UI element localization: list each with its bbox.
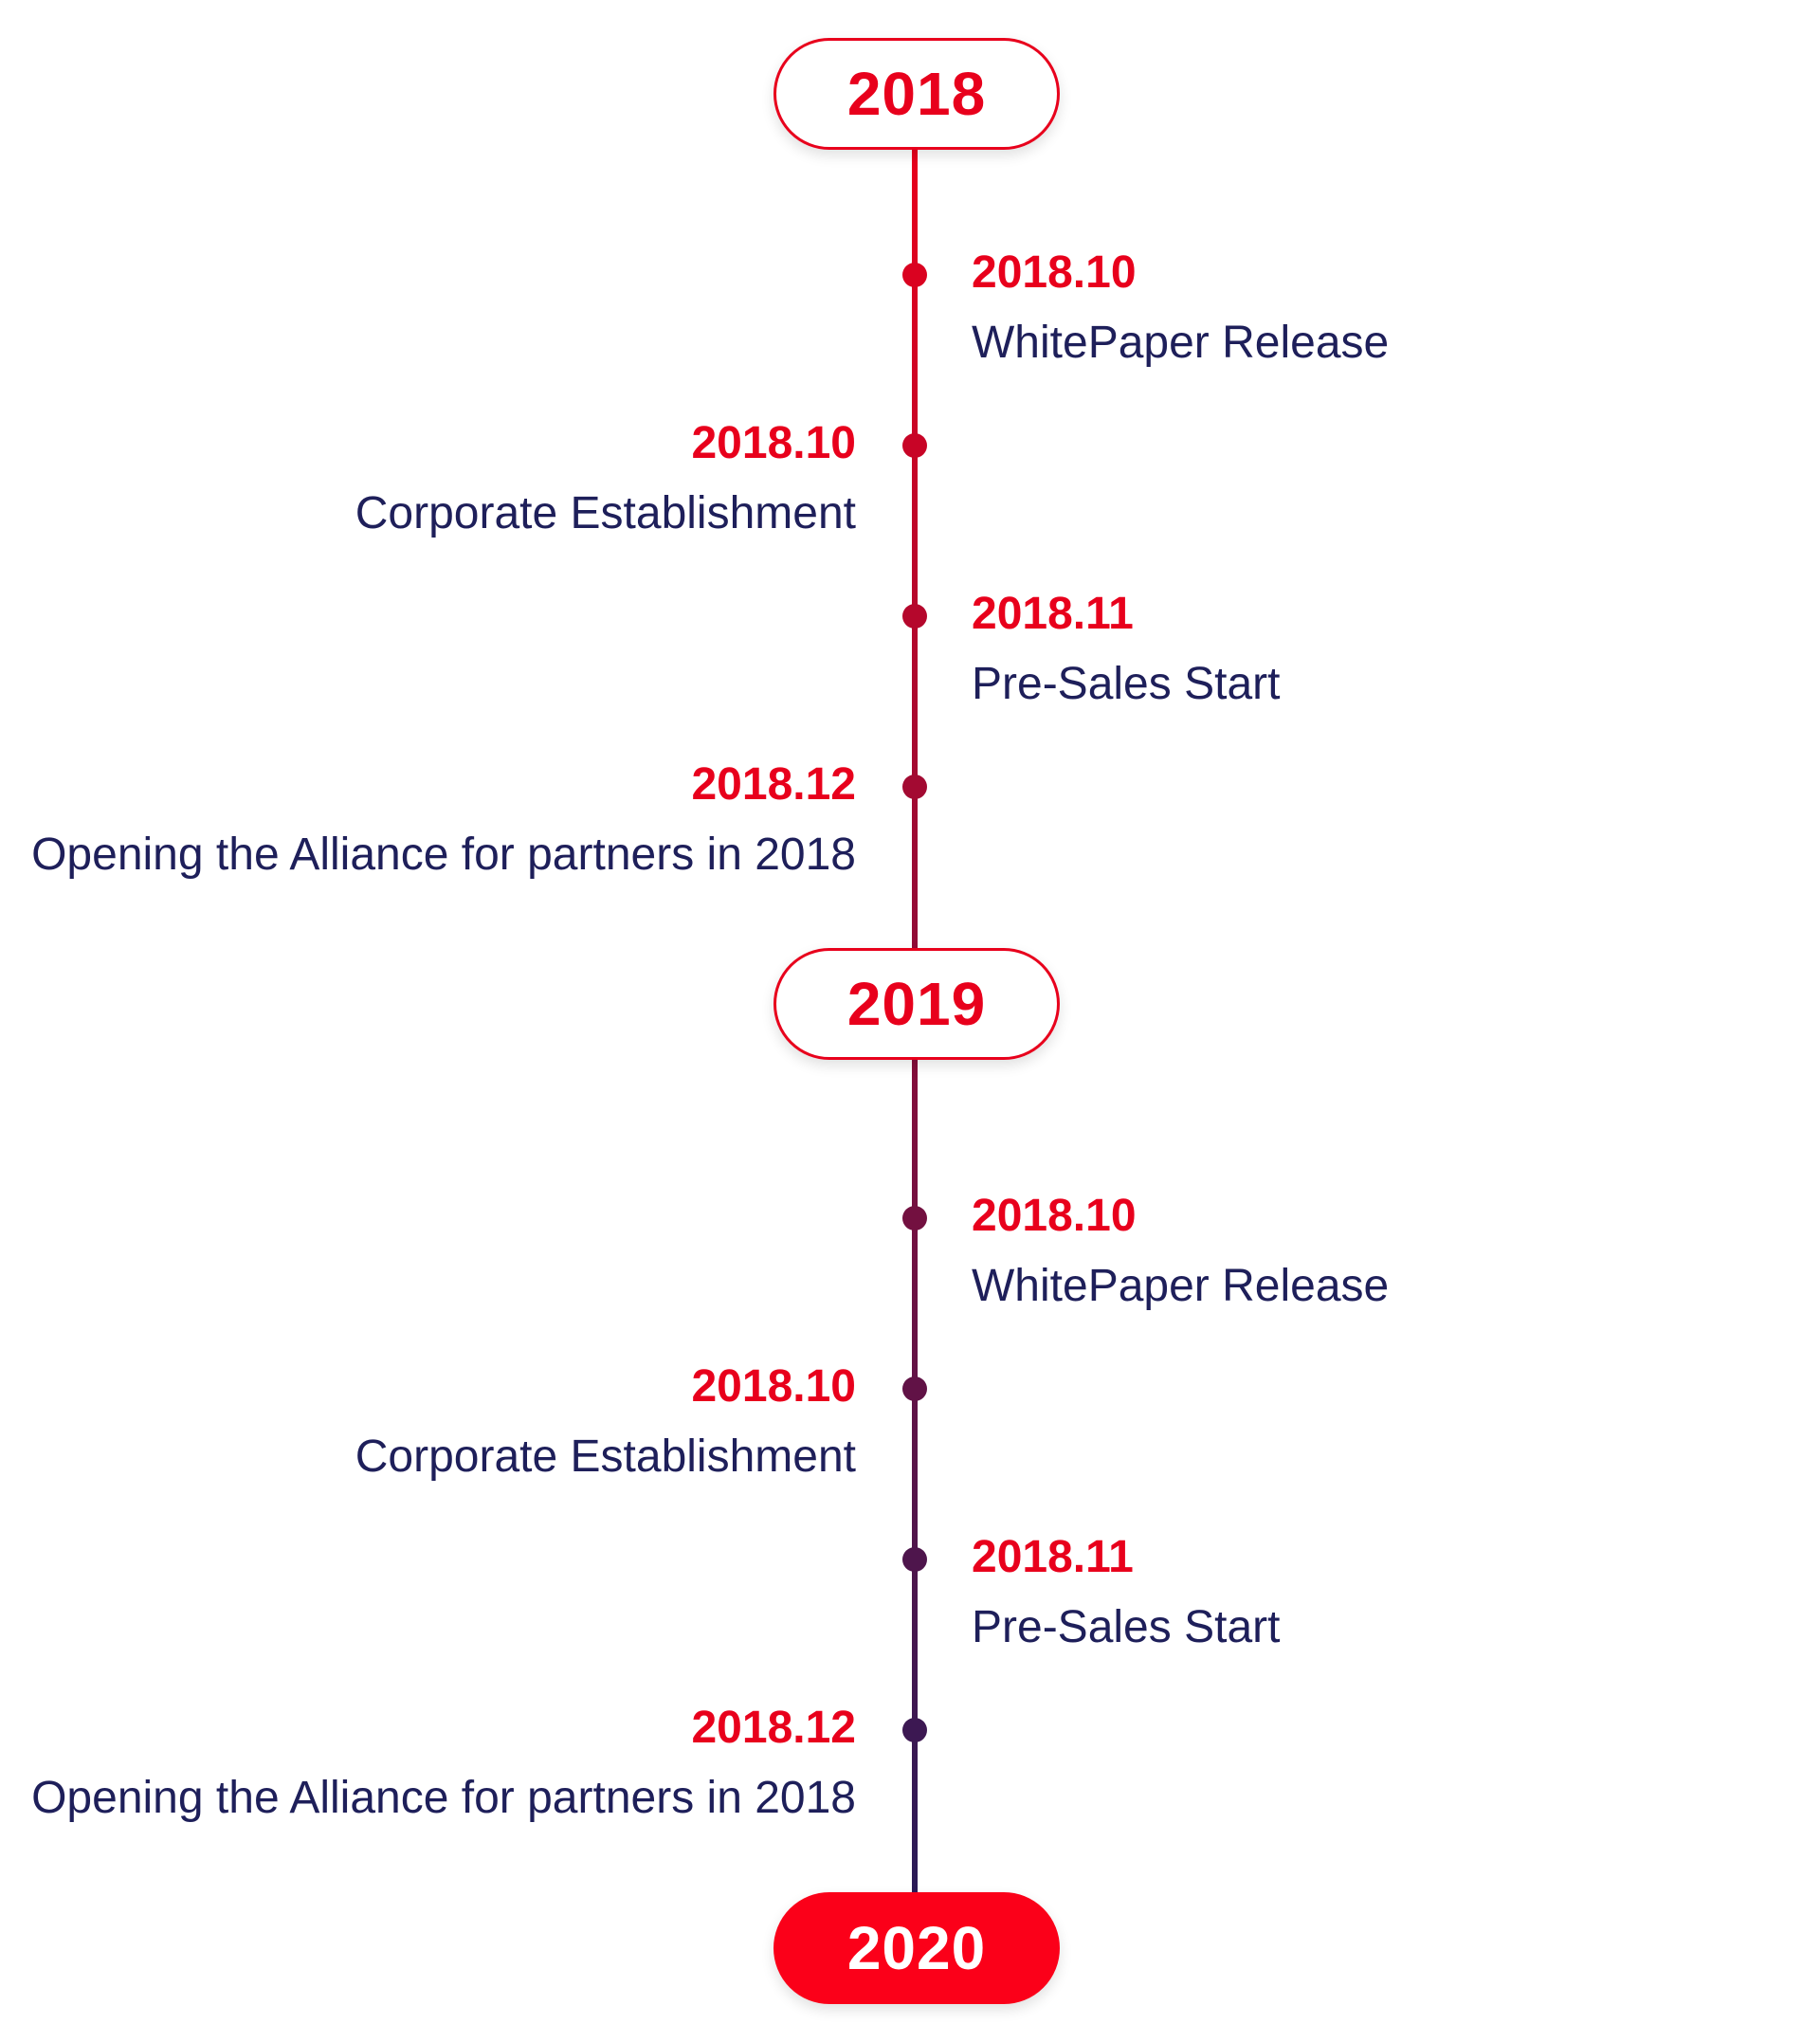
event-title: Corporate Establishment [355, 1431, 856, 1482]
timeline-dot [902, 433, 927, 458]
event-title: Corporate Establishment [355, 488, 856, 538]
timeline-dot [902, 775, 927, 799]
event-title: Pre-Sales Start [972, 659, 1281, 709]
timeline-event: 2018.12 Opening the Alliance for partner… [0, 757, 856, 885]
timeline-line-2019 [912, 1060, 918, 1892]
timeline-event: 2018.11 Pre-Sales Start [972, 586, 1820, 715]
event-date: 2018.10 [972, 1191, 1137, 1241]
timeline-event: 2018.10 WhitePaper Release [972, 245, 1820, 374]
timeline-event: 2018.12 Opening the Alliance for partner… [0, 1700, 856, 1829]
event-title: Pre-Sales Start [972, 1602, 1281, 1652]
year-pill-2020: 2020 [774, 1892, 1060, 2004]
event-date: 2018.12 [691, 1703, 856, 1753]
event-title: WhitePaper Release [972, 1261, 1390, 1311]
timeline-dot [902, 1547, 927, 1572]
year-pill-2018: 2018 [774, 38, 1060, 150]
timeline-dot [902, 1377, 927, 1401]
timeline-dot [902, 604, 927, 629]
timeline-event: 2018.11 Pre-Sales Start [972, 1529, 1820, 1658]
event-title: Opening the Alliance for partners in 201… [31, 1773, 856, 1823]
event-title: WhitePaper Release [972, 318, 1390, 368]
timeline-event: 2018.10 Corporate Establishment [0, 1358, 856, 1487]
event-date: 2018.10 [691, 418, 856, 468]
event-title: Opening the Alliance for partners in 201… [31, 830, 856, 880]
timeline-dot [902, 1206, 927, 1231]
timeline-event: 2018.10 WhitePaper Release [972, 1188, 1820, 1317]
timeline-dot [902, 1718, 927, 1742]
event-date: 2018.10 [691, 1361, 856, 1412]
event-date: 2018.12 [691, 759, 856, 810]
event-date: 2018.11 [972, 1532, 1134, 1582]
event-date: 2018.10 [972, 247, 1137, 298]
event-date: 2018.11 [972, 589, 1134, 639]
year-pill-2019: 2019 [774, 948, 1060, 1060]
timeline-line-2018 [912, 150, 918, 948]
timeline-event: 2018.10 Corporate Establishment [0, 415, 856, 544]
timeline-dot [902, 263, 927, 287]
